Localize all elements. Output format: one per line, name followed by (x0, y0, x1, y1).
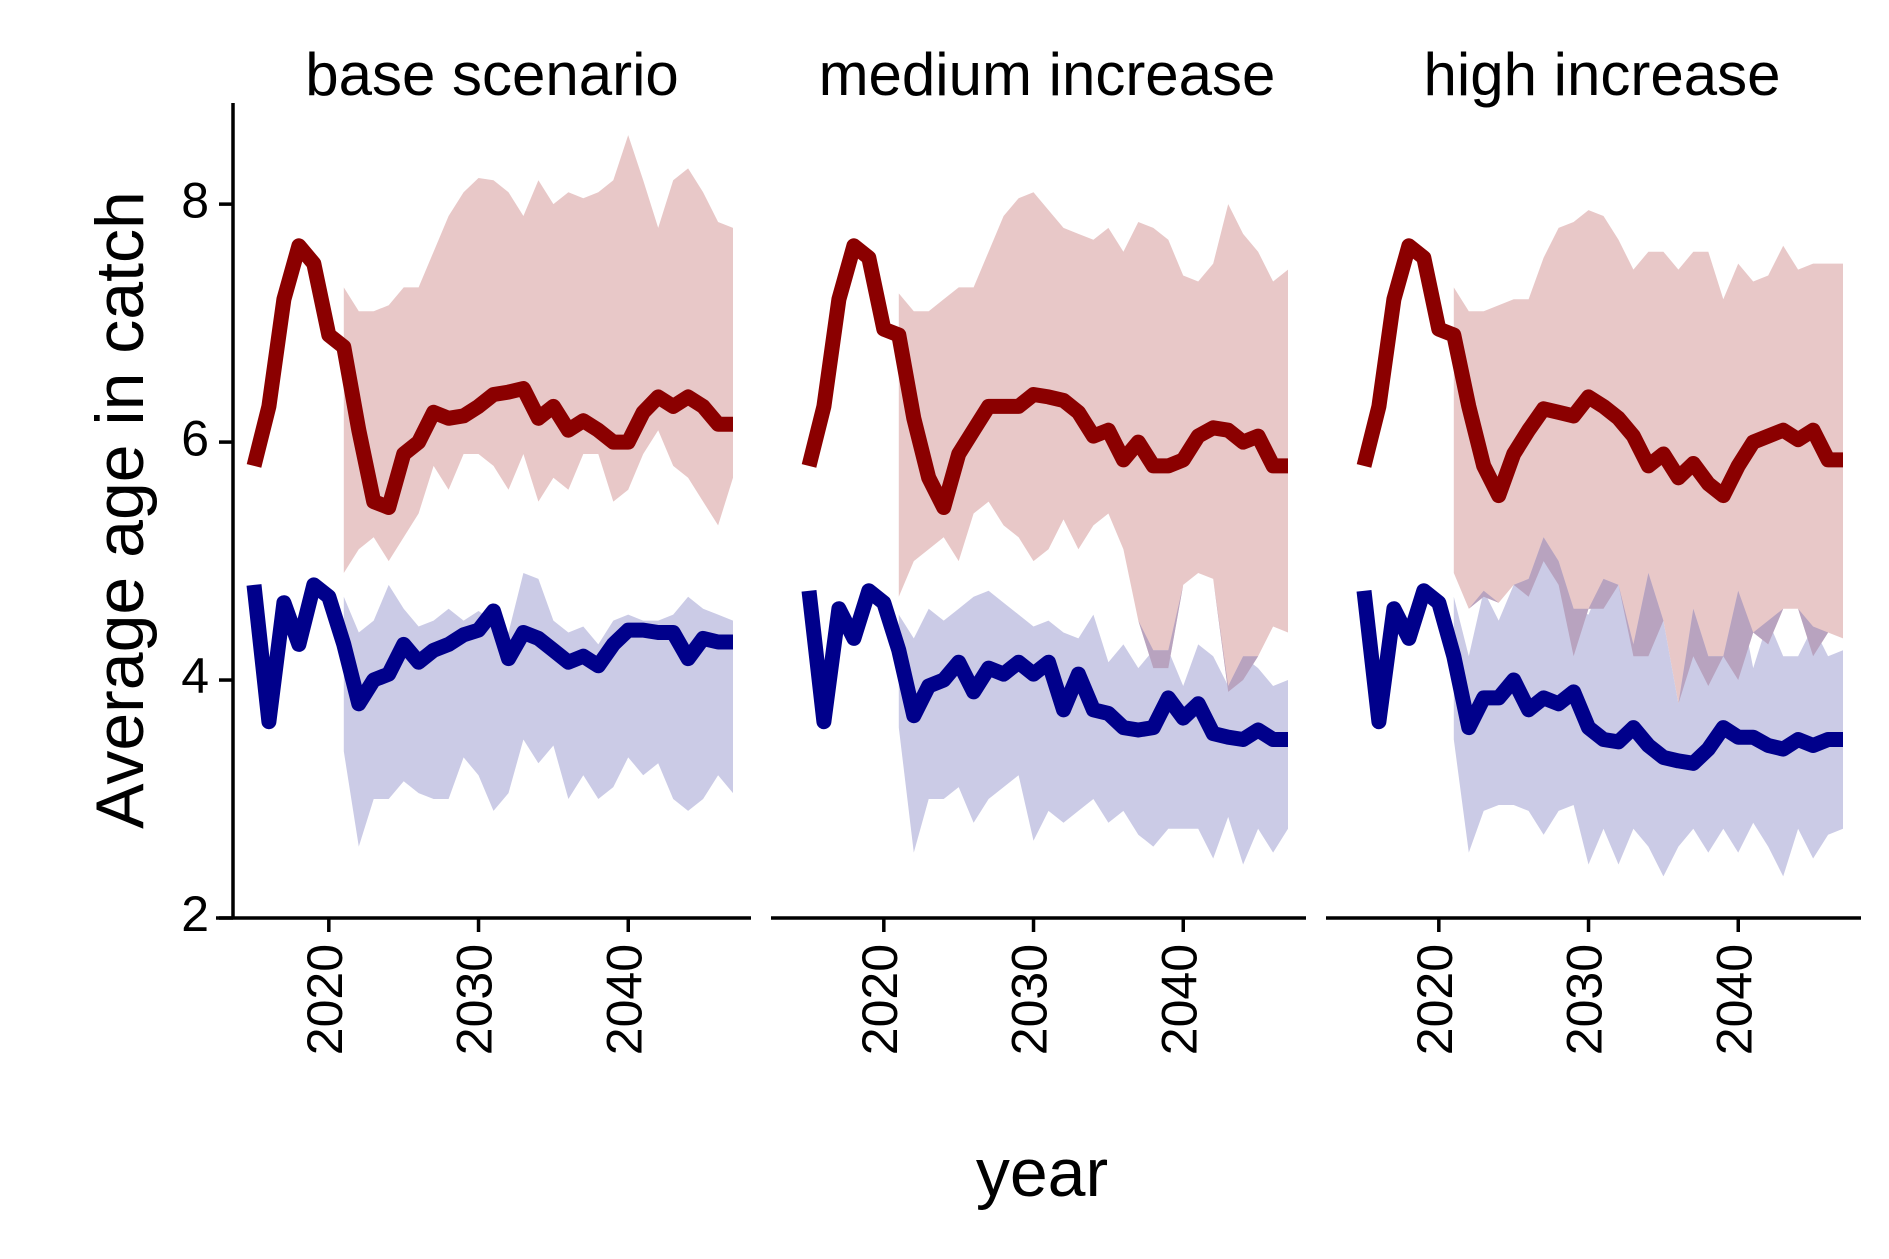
panel-title: base scenario (305, 41, 679, 108)
x-tick-label: 2020 (297, 944, 353, 1055)
x-tick-label: 2030 (1002, 944, 1058, 1055)
x-tick-label: 2030 (447, 944, 503, 1055)
x-tick-label: 2040 (1151, 944, 1207, 1055)
x-axis-title: year (976, 1135, 1108, 1211)
panel-3: high increase 2020 2030 2040 (1326, 41, 1861, 1055)
older-age-line (1356, 238, 1843, 504)
older-age-band (343, 135, 733, 573)
younger-age-band (1453, 537, 1843, 877)
younger-age-line (1356, 583, 1843, 771)
x-tick-label: 2020 (1407, 944, 1463, 1055)
y-tick-label: 6 (181, 410, 209, 466)
x-tick-label: 2040 (1706, 944, 1762, 1055)
x-tick-label: 2040 (596, 944, 652, 1055)
x-tick-label: 2020 (852, 944, 908, 1055)
older-age-line (246, 238, 733, 515)
band-overlap (1453, 537, 1843, 704)
y-tick-label: 8 (181, 172, 209, 228)
panel-title: high increase (1424, 41, 1781, 108)
panel-title: medium increase (819, 41, 1276, 108)
panel-1: base scenario 2020 2030 2040 2 4 6 8 (181, 41, 751, 1055)
y-tick-label: 2 (181, 886, 209, 942)
younger-age-line (246, 577, 733, 730)
younger-age-band (898, 590, 1288, 865)
older-age-line (801, 238, 1288, 515)
y-tick-label: 4 (181, 648, 209, 704)
younger-age-band (343, 573, 733, 847)
younger-age-line (801, 583, 1288, 747)
panel-2: medium increase 2020 2030 2040 (771, 41, 1306, 1055)
y-axis-title: Average age in catch (82, 191, 158, 829)
x-tick-label: 2030 (1557, 944, 1613, 1055)
panels: base scenario 2020 2030 2040 2 4 6 8 medium incr… (181, 41, 1861, 1055)
